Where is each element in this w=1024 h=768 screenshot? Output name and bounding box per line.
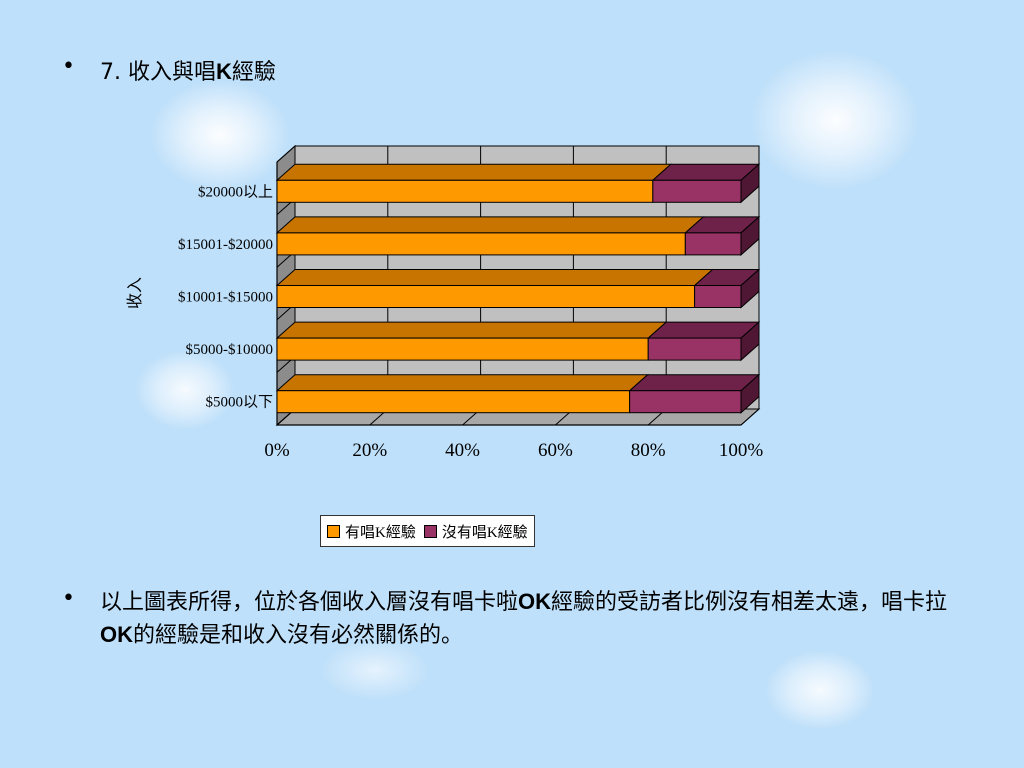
title-text: 7. 收入與唱K經驗 [100, 54, 276, 86]
bar-side-face [740, 163, 760, 204]
x-tick-label: 20% [352, 440, 387, 461]
bar-segment [276, 390, 631, 414]
x-tick-label: 100% [719, 440, 764, 461]
bar-side-face [740, 320, 760, 362]
category-label: $15001-$20000 [178, 237, 273, 253]
bullet-marker: • [62, 586, 75, 611]
bar-segment [694, 285, 742, 308]
grid-floor-line [740, 408, 760, 426]
conclusion-text: 以上圖表所得，位於各個收入層沒有唱卡啦OK經驗的受訪者比例沒有相差太遠，唱卡拉O… [100, 586, 950, 652]
category-label: $20000以上 [198, 183, 273, 200]
bar-segment [647, 337, 742, 361]
bar-segment [276, 179, 654, 203]
conclusion-part: 以上圖表所得，位於各個收入層沒有唱卡啦 [100, 590, 519, 615]
conclusion-part: 經驗的受訪者比例沒有相差太遠，唱卡拉 [551, 590, 948, 615]
bar-top-face [628, 374, 761, 392]
chart-legend: 有唱K經驗 沒有唱K經驗 [320, 515, 535, 547]
category-label: $5000-$10000 [186, 342, 274, 358]
x-tick-label: 80% [631, 440, 666, 461]
bar-top-face [275, 269, 714, 286]
bar-top-face [275, 163, 673, 181]
bar-segment [629, 390, 742, 414]
x-tick-label: 0% [264, 440, 290, 461]
wall-divider [276, 145, 296, 163]
x-tick-label: 40% [445, 440, 480, 461]
bar-segment [276, 285, 696, 308]
legend-item: 沒有唱K經驗 [423, 521, 528, 542]
bar-segment [276, 232, 686, 256]
conclusion-part: 的經驗是和收入沒有必然關係的。 [133, 623, 464, 648]
bar-top-face [275, 374, 649, 392]
bar-side-face [740, 215, 760, 257]
legend-label: 沒有唱K經驗 [441, 524, 528, 541]
bullet-marker: • [62, 54, 75, 79]
legend-swatch [423, 524, 437, 538]
bar-top-face [275, 321, 668, 339]
legend-label: 有唱K經驗 [345, 524, 416, 541]
bar-side-face [740, 373, 760, 414]
bar-segment [652, 179, 742, 203]
bar-side-face [740, 268, 760, 309]
bar-segment [684, 232, 742, 256]
y-axis-label: 收入 [126, 277, 144, 309]
bar-top-face [646, 321, 761, 339]
title-prefix: 7. 收入與唱 [100, 60, 216, 85]
bar-top-face [275, 216, 705, 234]
legend-swatch [327, 524, 340, 538]
title-suffix: 經驗 [231, 60, 276, 85]
legend-item: 有唱K經驗 [327, 521, 416, 542]
category-label: $5000以下 [205, 395, 273, 411]
conclusion-bold: OK [100, 622, 133, 647]
bar-segment [276, 337, 649, 361]
category-label: $10001-$15000 [178, 290, 273, 306]
x-tick-label: 60% [538, 440, 573, 461]
conclusion-bold: OK [518, 589, 552, 614]
title-bold: K [215, 59, 232, 84]
